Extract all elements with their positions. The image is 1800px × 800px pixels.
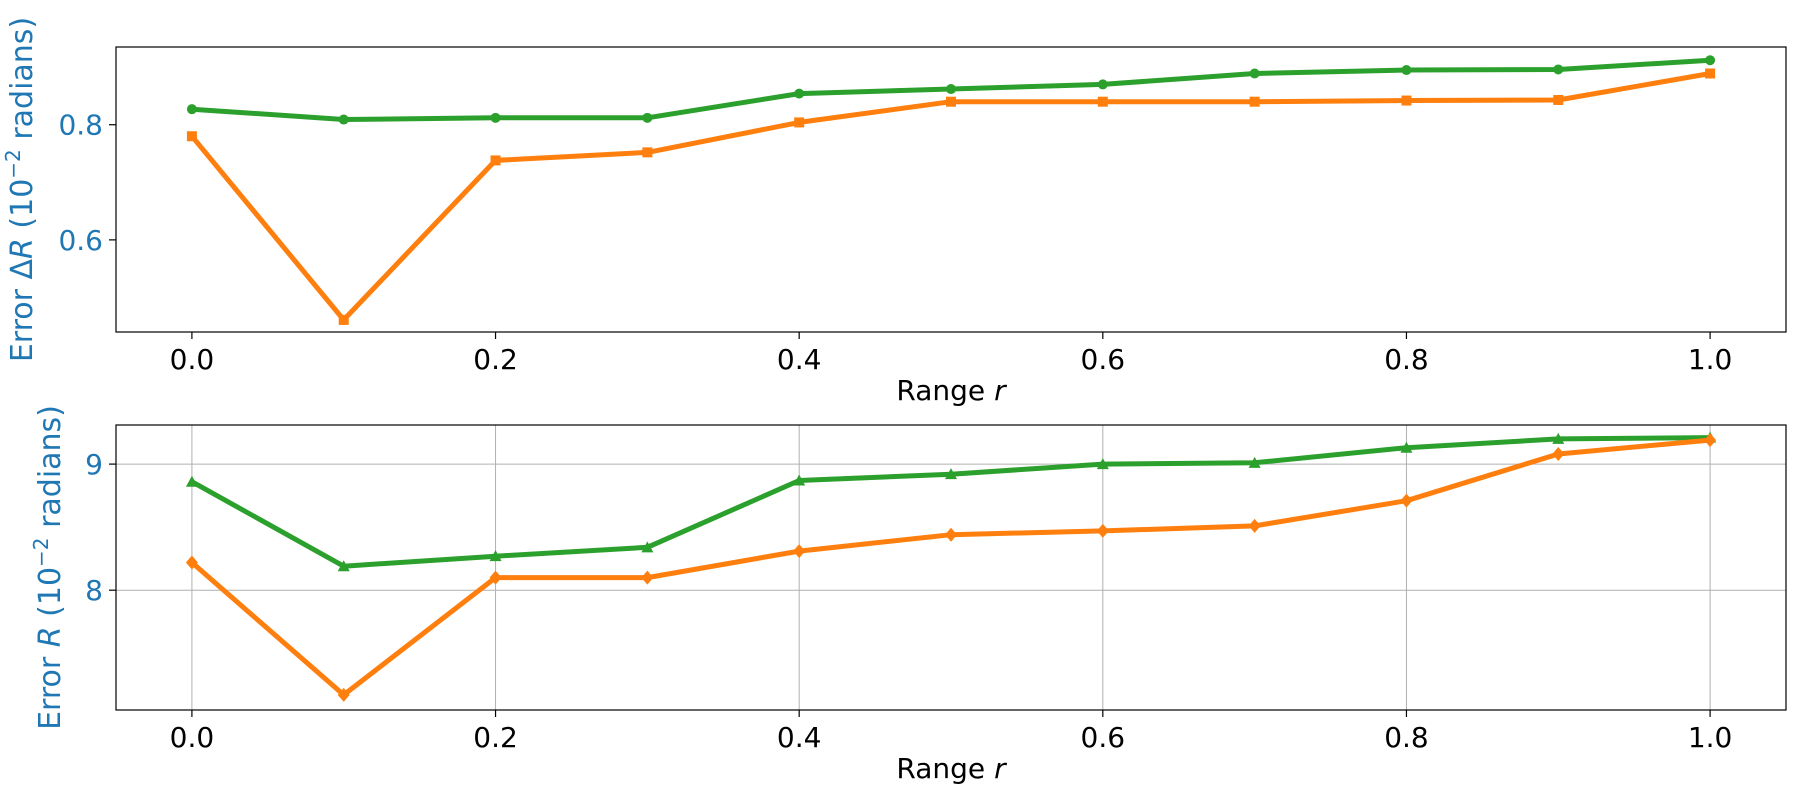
x-axis-label: Range r — [896, 374, 1007, 407]
data-point — [1401, 65, 1412, 76]
data-point — [793, 544, 806, 559]
data-point — [337, 560, 350, 572]
data-point — [1705, 68, 1716, 79]
data-point — [945, 527, 957, 542]
series-1 — [185, 433, 1717, 702]
x-tick-label: 1.0 — [1688, 721, 1733, 754]
data-point — [1704, 433, 1717, 448]
data-point — [794, 117, 805, 128]
series-1 — [186, 68, 1716, 325]
data-point — [794, 88, 805, 99]
y-axis-label: Error ΔR (10−2 radians) — [1, 17, 40, 362]
data-point — [642, 112, 653, 123]
x-tick-label: 0.6 — [1081, 343, 1126, 376]
data-point — [1553, 64, 1564, 75]
y-tick-label: 8 — [85, 574, 103, 607]
data-point — [946, 96, 956, 107]
data-point — [1096, 458, 1109, 470]
y-tick-label: 0.8 — [58, 109, 103, 142]
data-point — [337, 687, 350, 702]
data-point — [641, 541, 654, 553]
data-point — [1400, 441, 1413, 453]
data-point — [1400, 493, 1413, 508]
top-chart-panel: 0.0 0.2 0.4 0.6 0.8 1.0 0.6 0.8 Range r Error ΔR … — [1, 17, 1787, 407]
x-tick-label: 0.0 — [170, 343, 215, 376]
data-point — [186, 104, 197, 115]
data-point — [1097, 96, 1108, 107]
data-point — [338, 314, 349, 325]
data-point — [1553, 94, 1564, 105]
data-point — [1248, 518, 1261, 533]
y-axis-label: Error R (10−2 radians) — [29, 405, 68, 730]
data-point — [490, 155, 501, 166]
x-tick-label: 1.0 — [1688, 343, 1733, 376]
x-tick-label: 0.4 — [777, 721, 822, 754]
data-point — [793, 474, 806, 486]
data-point — [1401, 95, 1412, 106]
y-tick-label: 9 — [85, 448, 103, 481]
data-point — [945, 468, 957, 480]
x-tick-label: 0.8 — [1384, 343, 1429, 376]
x-tick-label: 0.6 — [1081, 721, 1126, 754]
x-axis-label: Range r — [896, 752, 1007, 785]
bottom-chart-panel: 0.0 0.2 0.4 0.6 0.8 1.0 8 9 Range r Error R (10−2… — [29, 405, 1787, 785]
data-point — [1248, 456, 1261, 468]
data-point — [489, 550, 502, 562]
x-tick-label: 0.2 — [473, 343, 518, 376]
data-point — [642, 147, 653, 158]
data-point — [946, 84, 956, 95]
plot-frame — [115, 46, 1787, 333]
x-tick-label: 0.0 — [170, 721, 215, 754]
series-0 — [186, 55, 1716, 125]
x-tick-label: 0.8 — [1384, 721, 1429, 754]
data-point — [1552, 432, 1565, 444]
data-point — [185, 475, 198, 487]
data-point — [186, 131, 197, 142]
plot-frame — [115, 424, 1787, 711]
data-point — [1705, 55, 1716, 66]
series-line — [190, 435, 1711, 569]
data-point — [1097, 79, 1108, 90]
data-point — [489, 570, 502, 585]
x-tick-label: 0.2 — [473, 721, 518, 754]
y-tick-label: 0.6 — [58, 224, 103, 257]
data-point — [185, 555, 198, 570]
series-0 — [185, 431, 1717, 572]
data-point — [1096, 523, 1109, 538]
data-point — [1552, 447, 1565, 462]
data-point — [1249, 68, 1260, 79]
data-point — [490, 112, 501, 123]
data-point — [338, 114, 349, 125]
x-tick-label: 0.4 — [777, 343, 822, 376]
data-point — [1249, 96, 1260, 107]
data-point — [641, 570, 654, 585]
series-line — [189, 71, 1711, 323]
